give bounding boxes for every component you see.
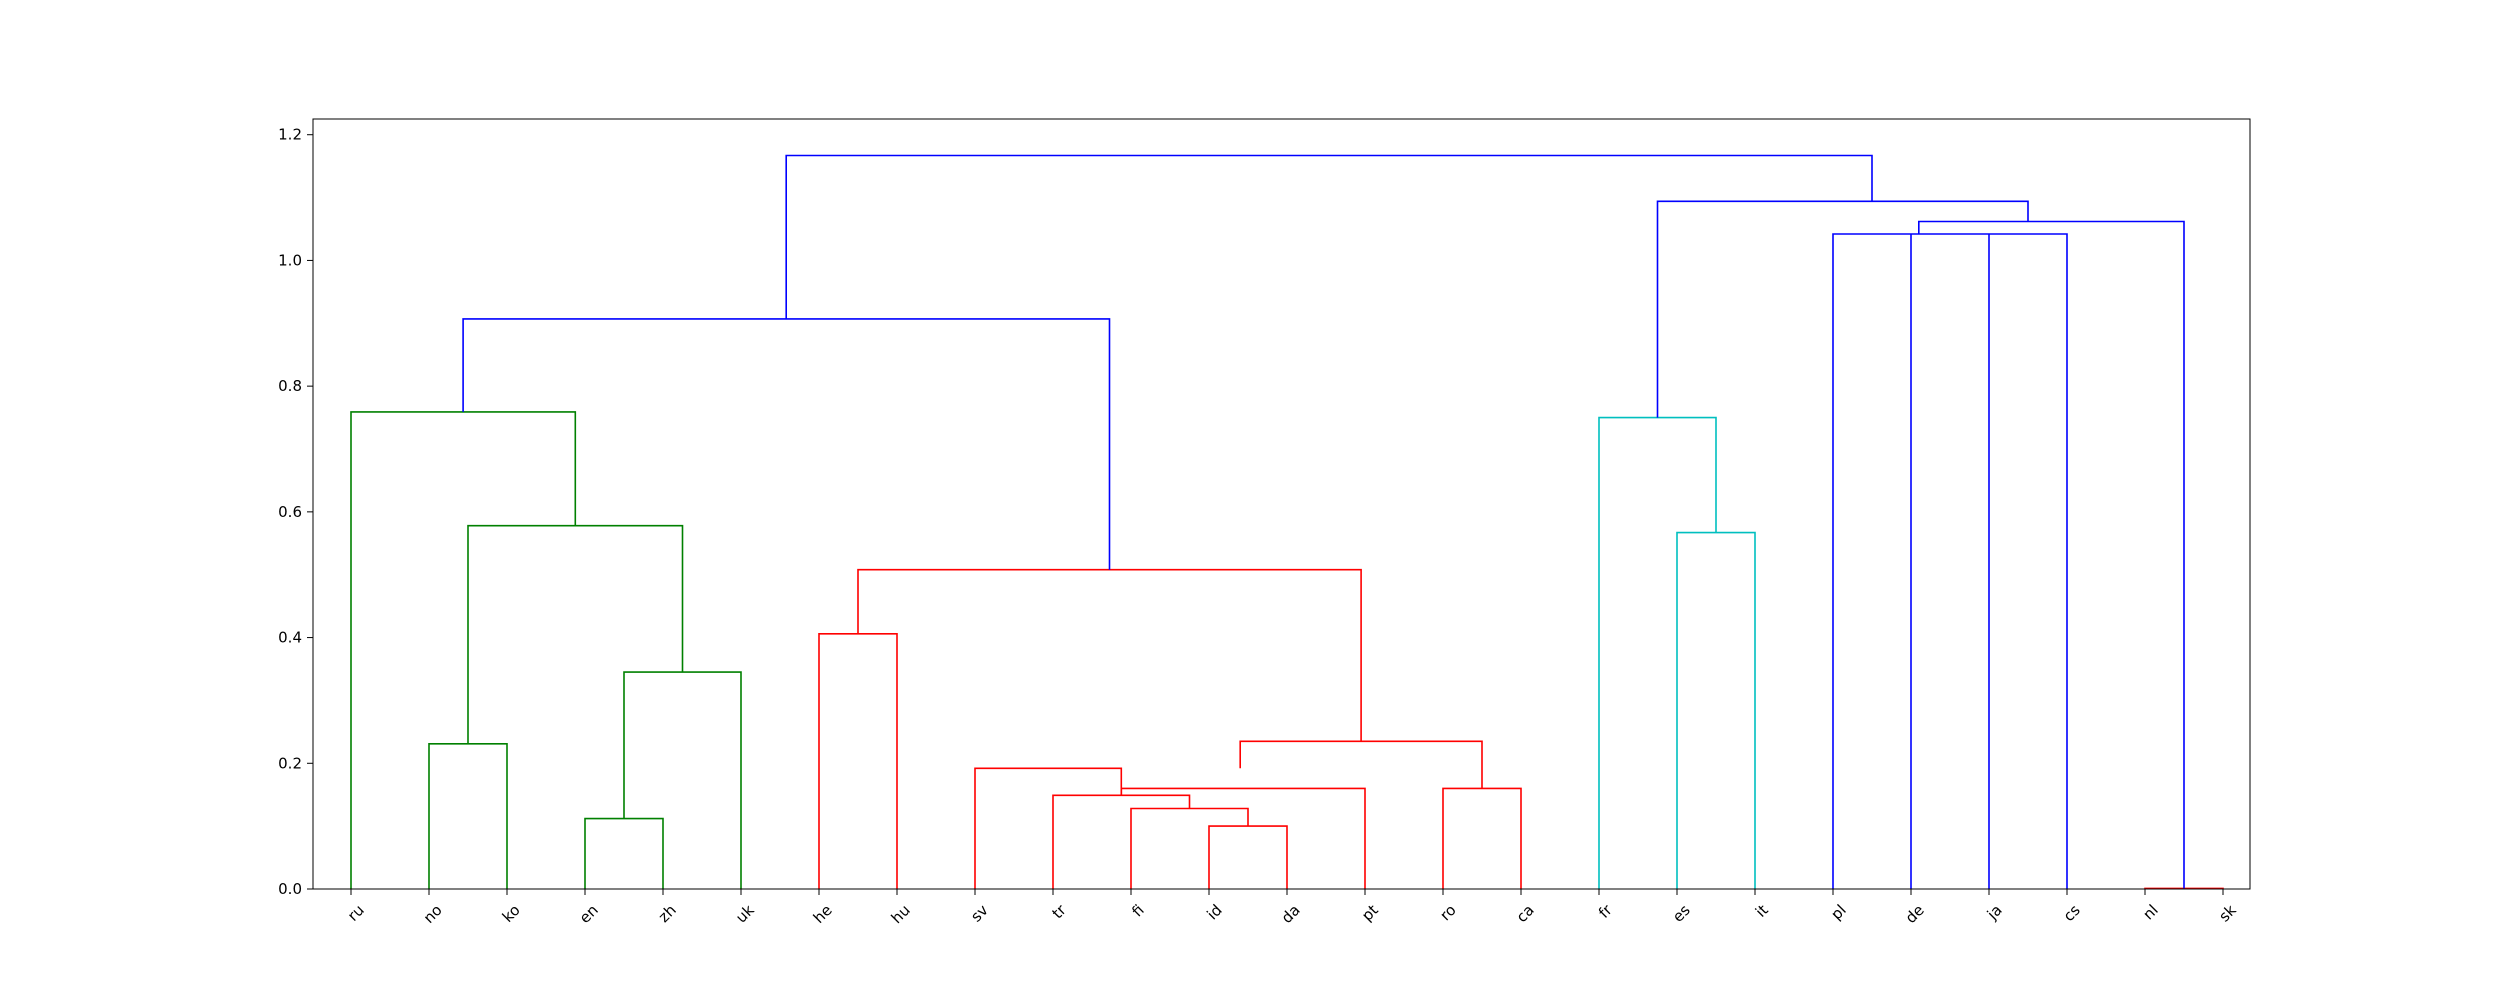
- x-tick-label-he: he: [810, 901, 836, 927]
- y-tick-label: 0.4: [278, 629, 302, 647]
- x-tick-label-tr: tr: [1048, 900, 1070, 922]
- dendrogram-link-5: [818, 632, 898, 889]
- x-tick-label-ja: ja: [1983, 901, 2006, 924]
- dendrogram-link-3: [467, 524, 684, 744]
- dendrogram-link-7: [1130, 807, 1249, 889]
- x-tick-label-en: en: [576, 901, 602, 927]
- y-tick-label: 0.8: [278, 377, 302, 395]
- y-tick-label: 0.0: [278, 880, 302, 898]
- dendrogram-link-13: [857, 568, 1362, 742]
- x-tick-label-nl: nl: [2139, 901, 2161, 923]
- x-tick-label-es: es: [1669, 901, 1694, 926]
- dendrogram-link-4: [350, 411, 577, 889]
- dendrogram-link-21: [1918, 220, 2185, 889]
- x-tick-label-zh: zh: [655, 901, 680, 926]
- y-tick-label: 0.6: [278, 503, 302, 521]
- dendrogram-link-14: [1676, 531, 1756, 889]
- x-tick-label-sk: sk: [2215, 901, 2240, 926]
- dendrogram-link-23: [785, 154, 1873, 319]
- x-tick-label-no: no: [420, 901, 446, 927]
- y-tick-label: 0.2: [278, 754, 302, 772]
- plot-frame: [312, 118, 2251, 890]
- dendrogram-link-0: [428, 742, 508, 889]
- x-tick-label-cs: cs: [2060, 901, 2084, 925]
- x-tick-label-de: de: [1902, 901, 1928, 927]
- x-tick-label-ca: ca: [1513, 901, 1538, 926]
- x-tick-label-id: id: [1203, 901, 1225, 923]
- y-tick-label: 1.2: [278, 126, 302, 144]
- dendrogram-link-11: [1442, 787, 1522, 889]
- dendrogram-link-18: [1832, 233, 2068, 889]
- dendrogram-link-8: [1052, 794, 1191, 889]
- x-tick-label-ko: ko: [499, 901, 524, 926]
- dendrogram-link-9: [974, 767, 1123, 889]
- x-tick-label-pl: pl: [1827, 901, 1849, 923]
- x-tick-label-fi: fi: [1128, 901, 1147, 920]
- dendrogram-link-17: [462, 318, 1111, 570]
- x-tick-label-ro: ro: [1436, 901, 1459, 924]
- dendrogram-link-22: [1656, 200, 2029, 418]
- dendrogram-links: [350, 154, 2224, 890]
- y-axis: 0.0 0.2 0.4 0.6 0.8 1.0 1.2: [278, 126, 313, 898]
- x-tick-label-sv: sv: [967, 901, 992, 926]
- y-tick-label: 1.0: [278, 251, 302, 269]
- dendrogram-link-6: [1208, 825, 1288, 889]
- dendrogram-link-10: [1120, 787, 1366, 889]
- dendrogram-link-12: [1239, 740, 1483, 789]
- x-tick-label-fr: fr: [1595, 900, 1616, 921]
- x-tick-label-ru: ru: [344, 901, 368, 925]
- x-tick-label-it: it: [1752, 901, 1772, 921]
- x-tick-label-uk: uk: [732, 901, 758, 927]
- dendrogram-link-15: [1598, 416, 1717, 889]
- dendrogram-link-1: [584, 817, 664, 889]
- dendrogram-link-2: [623, 671, 742, 889]
- x-tick-label-da: da: [1278, 901, 1304, 927]
- x-tick-label-pt: pt: [1358, 901, 1382, 925]
- x-axis: ru no ko en zh uk he hu sv tr fi id da pt ro ca fr es it pl…: [344, 889, 2240, 927]
- x-tick-label-hu: hu: [888, 901, 914, 927]
